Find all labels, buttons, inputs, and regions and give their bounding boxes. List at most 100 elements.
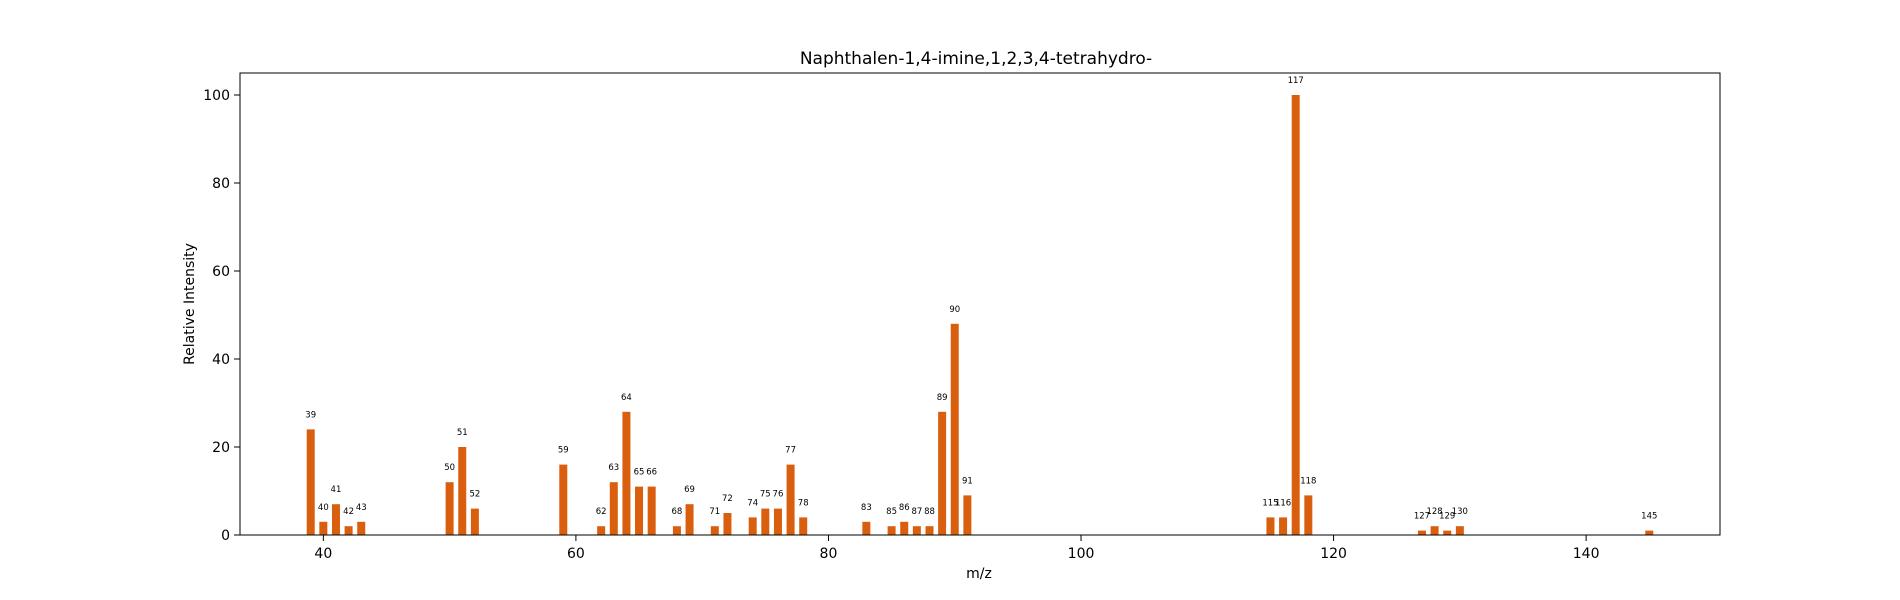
bar-mz-118 xyxy=(1304,495,1313,535)
bar-label-mz-88: 88 xyxy=(924,507,935,517)
bar-label-mz-91: 91 xyxy=(962,476,973,486)
bar-label-mz-130: 130 xyxy=(1452,507,1468,517)
bar-label-mz-42: 42 xyxy=(343,507,354,517)
bar-label-mz-76: 76 xyxy=(773,490,784,500)
bar-mz-115 xyxy=(1266,517,1275,535)
bar-label-mz-72: 72 xyxy=(722,494,733,504)
bars-layer xyxy=(306,95,1654,535)
bar-label-mz-51: 51 xyxy=(457,428,468,438)
bar-label-mz-41: 41 xyxy=(331,485,342,495)
bar-mz-75 xyxy=(761,508,770,535)
bar-label-mz-52: 52 xyxy=(469,490,480,500)
bar-mz-90 xyxy=(950,323,959,535)
bar-mz-128 xyxy=(1430,526,1439,535)
bar-label-mz-40: 40 xyxy=(318,503,329,513)
x-tick-label-80: 80 xyxy=(820,546,838,562)
bar-label-mz-66: 66 xyxy=(646,468,657,478)
bar-label-mz-83: 83 xyxy=(861,503,872,513)
bar-mz-52 xyxy=(470,508,479,535)
bar-mz-91 xyxy=(963,495,972,535)
y-tick-label-80: 80 xyxy=(212,176,230,192)
bar-label-mz-89: 89 xyxy=(937,393,948,403)
bar-label-mz-85: 85 xyxy=(886,507,897,517)
bar-mz-51 xyxy=(458,447,467,535)
bar-label-mz-43: 43 xyxy=(356,503,367,513)
bar-mz-116 xyxy=(1279,517,1288,535)
bar-mz-65 xyxy=(635,486,644,535)
bar-label-mz-77: 77 xyxy=(785,446,796,456)
bar-label-mz-75: 75 xyxy=(760,490,771,500)
bar-mz-62 xyxy=(597,526,606,535)
bar-mz-50 xyxy=(445,482,454,535)
y-tick-label-60: 60 xyxy=(212,264,230,280)
y-tick-label-100: 100 xyxy=(203,88,230,104)
y-tick-label-40: 40 xyxy=(212,352,230,368)
bar-label-mz-115: 115 xyxy=(1262,498,1278,508)
bar-mz-87 xyxy=(912,526,921,535)
bar-mz-68 xyxy=(672,526,681,535)
bar-mz-74 xyxy=(748,517,757,535)
bar-label-mz-59: 59 xyxy=(558,446,569,456)
bar-mz-59 xyxy=(559,464,568,535)
bar-mz-129 xyxy=(1443,530,1452,535)
bar-label-mz-64: 64 xyxy=(621,393,632,403)
chart-title: Naphthalen-1,4-imine,1,2,3,4-tetrahydro- xyxy=(800,49,1152,69)
bar-mz-145 xyxy=(1645,530,1654,535)
bar-mz-41 xyxy=(331,504,340,535)
bar-mz-127 xyxy=(1417,530,1426,535)
x-tick-label-40: 40 xyxy=(314,546,332,562)
bar-label-mz-86: 86 xyxy=(899,503,910,513)
x-tick-label-140: 140 xyxy=(1573,546,1600,562)
bar-mz-85 xyxy=(887,526,896,535)
bar-mz-117 xyxy=(1291,95,1300,535)
bar-label-mz-145: 145 xyxy=(1641,512,1657,522)
bar-mz-69 xyxy=(685,504,694,535)
bar-mz-72 xyxy=(723,513,732,535)
bar-label-mz-39: 39 xyxy=(305,410,316,420)
x-tick-label-60: 60 xyxy=(567,546,585,562)
bar-mz-130 xyxy=(1455,526,1464,535)
bar-label-mz-90: 90 xyxy=(949,305,960,315)
bar-label-mz-78: 78 xyxy=(798,498,809,508)
bar-mz-83 xyxy=(862,521,871,535)
bar-label-mz-74: 74 xyxy=(747,498,758,508)
bar-label-mz-128: 128 xyxy=(1426,507,1442,517)
y-axis-label: Relative Intensity xyxy=(182,243,198,365)
y-tick-label-0: 0 xyxy=(221,528,230,544)
x-axis-ticks: 40 60 80 100 120 140 xyxy=(314,535,1600,562)
bar-mz-71 xyxy=(710,526,719,535)
bar-mz-43 xyxy=(357,521,366,535)
bar-mz-89 xyxy=(938,411,947,535)
bar-label-mz-116: 116 xyxy=(1275,498,1291,508)
bar-label-mz-71: 71 xyxy=(709,507,720,517)
bar-mz-66 xyxy=(647,486,656,535)
bar-mz-40 xyxy=(319,521,328,535)
bar-label-mz-127: 127 xyxy=(1414,512,1430,522)
bar-label-mz-65: 65 xyxy=(634,468,645,478)
x-axis-label: m/z xyxy=(966,566,992,582)
bar-mz-88 xyxy=(925,526,934,535)
bar-label-mz-129: 129 xyxy=(1439,512,1455,522)
bar-label-mz-62: 62 xyxy=(596,507,607,517)
bar-mz-39 xyxy=(306,429,315,535)
bar-mz-86 xyxy=(900,521,909,535)
x-tick-label-120: 120 xyxy=(1320,546,1347,562)
bar-mz-63 xyxy=(609,482,618,535)
y-axis-ticks: 0 20 40 60 80 100 xyxy=(203,88,240,544)
bar-mz-42 xyxy=(344,526,353,535)
bar-label-mz-69: 69 xyxy=(684,485,695,495)
bar-label-mz-68: 68 xyxy=(672,507,683,517)
plot-frame xyxy=(239,72,1721,536)
bar-label-mz-87: 87 xyxy=(911,507,922,517)
bar-label-mz-117: 117 xyxy=(1288,76,1304,86)
bar-mz-77 xyxy=(786,464,795,535)
y-tick-label-20: 20 xyxy=(212,440,230,456)
bar-label-mz-50: 50 xyxy=(444,463,455,473)
bar-label-mz-63: 63 xyxy=(608,463,619,473)
bar-mz-78 xyxy=(799,517,808,535)
x-tick-label-100: 100 xyxy=(1068,546,1095,562)
bar-mz-64 xyxy=(622,411,631,535)
